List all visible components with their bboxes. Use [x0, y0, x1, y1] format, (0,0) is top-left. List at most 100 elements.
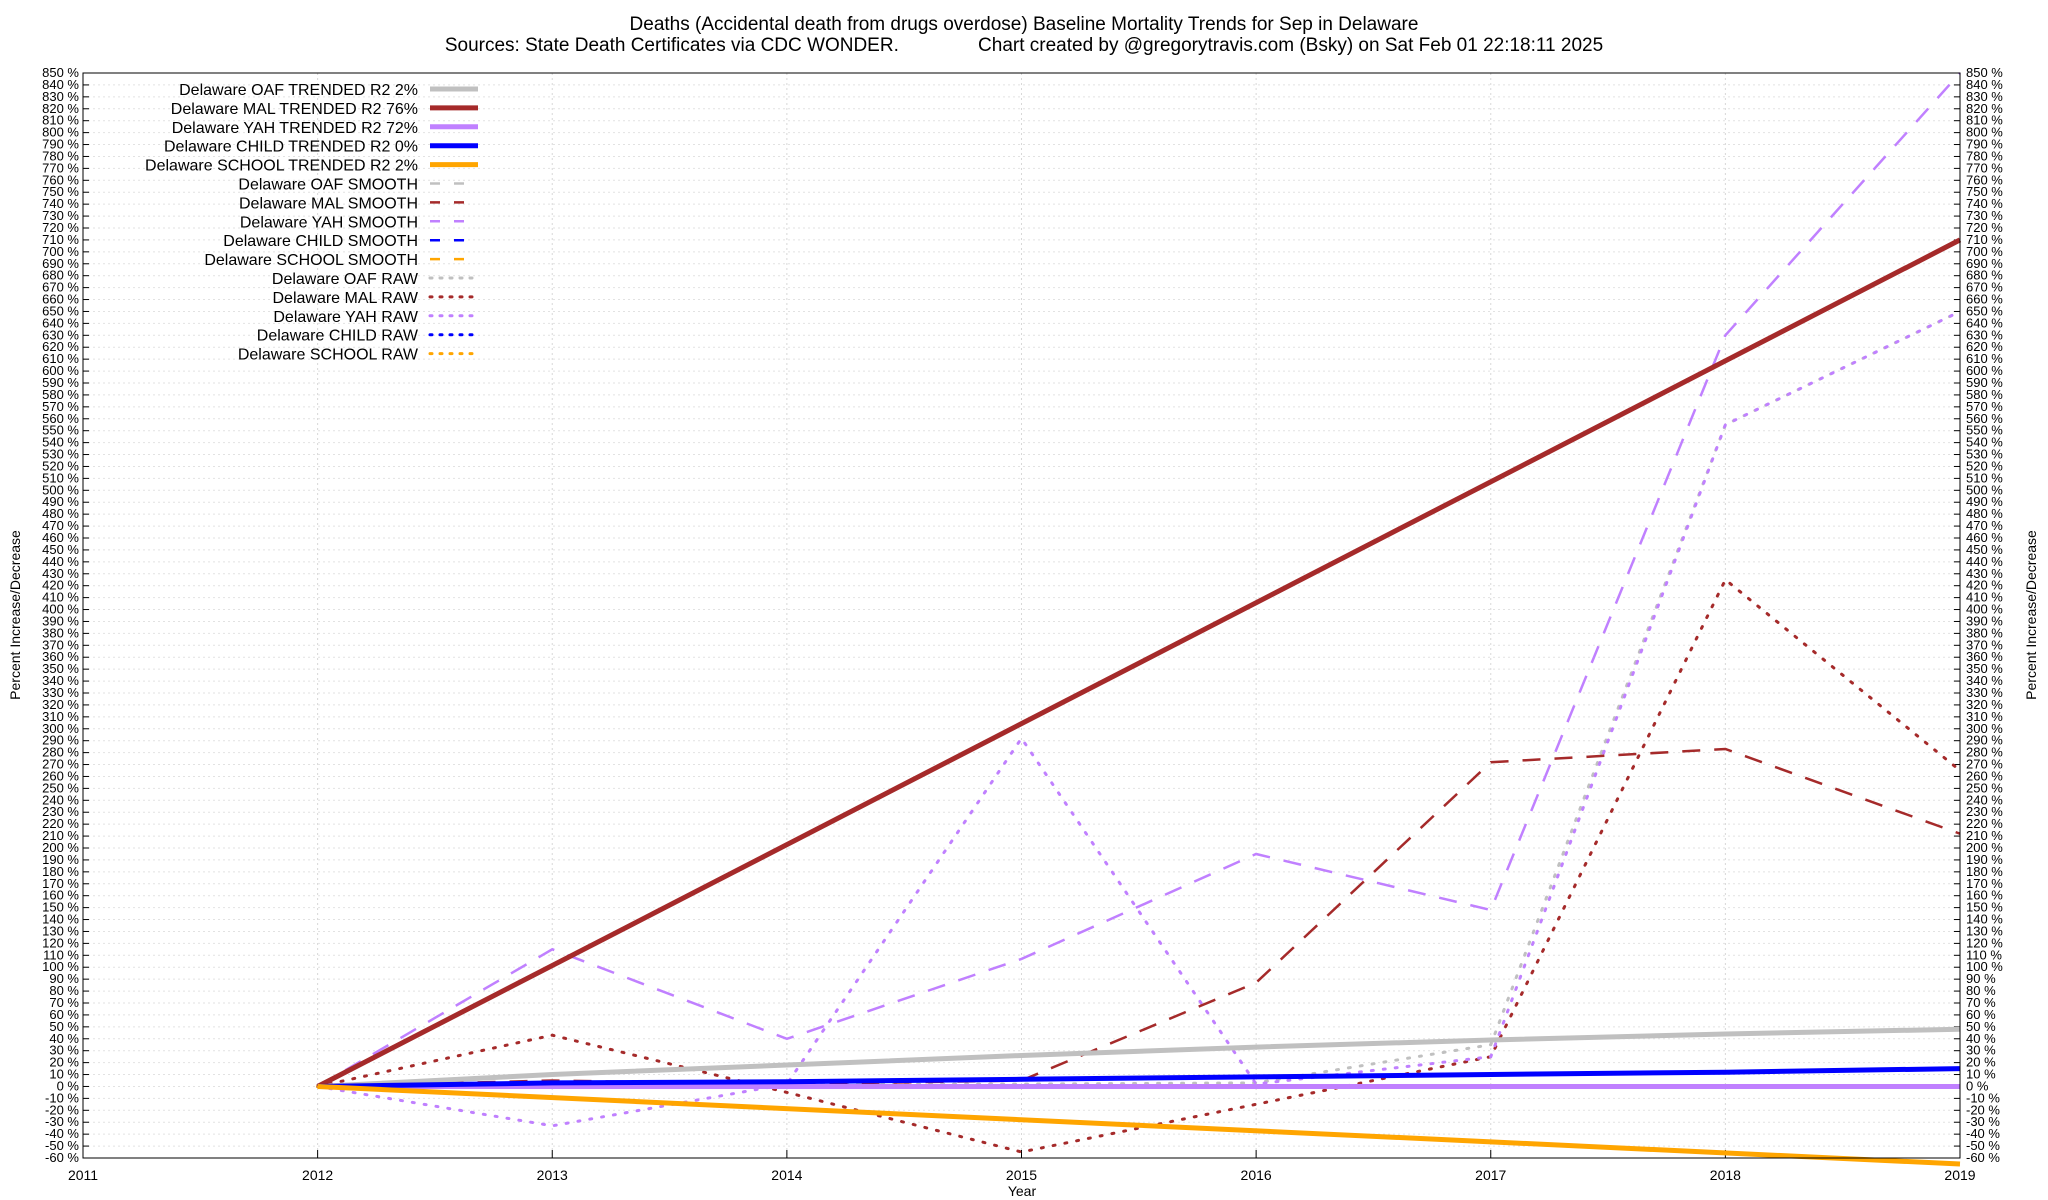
y-tick-label-right: 180 % [1966, 864, 2003, 879]
y-tick-label-right: 200 % [1966, 840, 2003, 855]
y-tick-label-left: 220 % [42, 816, 79, 831]
y-tick-label-left: 630 % [42, 327, 79, 342]
y-tick-label-left: 650 % [42, 303, 79, 318]
y-tick-label-right: 530 % [1966, 447, 2003, 462]
y-tick-label-left: 340 % [42, 673, 79, 688]
y-tick-label-right: 390 % [1966, 613, 2003, 628]
y-tick-label-left: 10 % [49, 1067, 79, 1082]
y-tick-label-right: 210 % [1966, 828, 2003, 843]
y-tick-label-right: 170 % [1966, 876, 2003, 891]
y-tick-label-right: 780 % [1966, 148, 2003, 163]
y-tick-label-left: 840 % [42, 77, 79, 92]
y-tick-label-right: 160 % [1966, 888, 2003, 903]
y-tick-label-left: 570 % [42, 399, 79, 414]
y-tick-label-left: 740 % [42, 196, 79, 211]
y-tick-label-right: 380 % [1966, 625, 2003, 640]
y-tick-label-left: 800 % [42, 125, 79, 140]
y-tick-label-left: 750 % [42, 184, 79, 199]
y-tick-label-right: 290 % [1966, 733, 2003, 748]
legend-label: Delaware YAH TRENDED R2 72% [172, 120, 418, 137]
legend-label: Delaware SCHOOL TRENDED R2 2% [145, 158, 418, 175]
y-tick-label-left: 380 % [42, 625, 79, 640]
y-tick-label-right: 140 % [1966, 912, 2003, 927]
y-tick-label-left: 550 % [42, 423, 79, 438]
y-tick-label-left: 770 % [42, 160, 79, 175]
y-tick-label-right: 350 % [1966, 661, 2003, 676]
y-tick-label-right: 580 % [1966, 387, 2003, 402]
chart-title: Deaths (Accidental death from drugs over… [630, 14, 1419, 35]
axis-ticks: 2011 2012 2013 2014 2015 2016 2017 2018 2019 -60 … [42, 65, 2003, 1183]
legend-label: Delaware MAL TRENDED R2 76% [171, 101, 418, 118]
y-tick-label-right: -50 % [1966, 1138, 2000, 1153]
y-tick-label-right: 460 % [1966, 530, 2003, 545]
legend-label: Delaware CHILD TRENDED R2 0% [164, 139, 418, 156]
y-tick-label-left: 400 % [42, 602, 79, 617]
x-tick-label: 2019 [1944, 1167, 1975, 1183]
y-tick-label-left: 230 % [42, 804, 79, 819]
x-axis-label: Year [1008, 1183, 1037, 1199]
legend-label: Delaware CHILD RAW [257, 328, 419, 345]
y-tick-label-left: 670 % [42, 280, 79, 295]
y-tick-label-left: 300 % [42, 721, 79, 736]
y-tick-label-right: 270 % [1966, 757, 2003, 772]
y-tick-label-right: 510 % [1966, 470, 2003, 485]
y-tick-label-right: 820 % [1966, 101, 2003, 116]
legend-label: Delaware OAF TRENDED R2 2% [179, 82, 418, 99]
y-tick-label-right: 790 % [1966, 137, 2003, 152]
y-tick-label-right: 720 % [1966, 220, 2003, 235]
y-tick-label-left: -30 % [45, 1114, 79, 1129]
y-tick-label-left: 110 % [43, 947, 79, 962]
x-tick-label: 2018 [1710, 1167, 1741, 1183]
y-tick-label-right: 770 % [1966, 160, 2003, 175]
y-tick-label-left: 450 % [42, 542, 79, 557]
x-tick-label: 2016 [1241, 1167, 1272, 1183]
y-tick-label-right: 80 % [1966, 983, 1996, 998]
y-tick-label-left: 610 % [42, 351, 79, 366]
y-tick-label-left: -10 % [45, 1090, 79, 1105]
y-tick-label-right: 420 % [1966, 578, 2003, 593]
y-tick-label-left: 680 % [42, 268, 79, 283]
y-tick-label-right: 520 % [1966, 458, 2003, 473]
y-tick-label-right: 610 % [1966, 351, 2003, 366]
series-delaware-yah-raw [316, 310, 1962, 1128]
x-tick-label: 2014 [771, 1167, 802, 1183]
series-delaware-child-trended-r2-0 [317, 1066, 1961, 1089]
y-tick-label-right: 480 % [1966, 506, 2003, 521]
y-tick-label-left: 290 % [42, 733, 79, 748]
legend-label: Delaware YAH RAW [273, 309, 419, 326]
y-tick-label-right: 740 % [1966, 196, 2003, 211]
y-tick-label-left: 50 % [49, 1019, 79, 1034]
y-tick-label-left: 580 % [42, 387, 79, 402]
y-tick-label-left: 30 % [49, 1043, 79, 1058]
y-tick-label-right: 810 % [1966, 113, 2003, 128]
legend-label: Delaware OAF RAW [272, 271, 419, 288]
y-tick-label-right: 440 % [1966, 554, 2003, 569]
y-tick-label-right: 120 % [1966, 935, 2003, 950]
y-tick-label-right: 40 % [1966, 1031, 1996, 1046]
y-tick-label-right: 410 % [1966, 590, 2003, 605]
x-tick-label: 2012 [302, 1167, 333, 1183]
y-tick-label-right: 450 % [1966, 542, 2003, 557]
y-tick-label-right: 250 % [1966, 780, 2003, 795]
y-tick-label-left: 330 % [42, 685, 79, 700]
y-tick-label-right: 550 % [1966, 423, 2003, 438]
legend-label: Delaware SCHOOL SMOOTH [204, 252, 418, 269]
y-tick-label-right: 30 % [1966, 1043, 1996, 1058]
x-tick-label: 2017 [1475, 1167, 1506, 1183]
y-tick-label-right: 600 % [1966, 363, 2003, 378]
y-axis-label-left: Percent Increase/Decrease [7, 530, 23, 700]
y-tick-label-right: 70 % [1966, 995, 1996, 1010]
y-tick-label-right: 800 % [1966, 125, 2003, 140]
y-tick-label-right: 540 % [1966, 435, 2003, 450]
y-tick-label-left: 310 % [42, 709, 79, 724]
y-tick-label-right: 830 % [1966, 89, 2003, 104]
y-tick-label-left: 90 % [49, 971, 79, 986]
y-tick-label-right: -40 % [1966, 1126, 2000, 1141]
y-tick-label-right: 750 % [1966, 184, 2003, 199]
x-tick-label: 2011 [68, 1167, 98, 1183]
y-tick-label-right: 220 % [1966, 816, 2003, 831]
y-tick-label-right: -20 % [1966, 1102, 2000, 1117]
y-tick-label-right: 730 % [1966, 208, 2003, 223]
y-tick-label-left: 190 % [42, 852, 79, 867]
y-tick-label-left: 430 % [42, 566, 79, 581]
